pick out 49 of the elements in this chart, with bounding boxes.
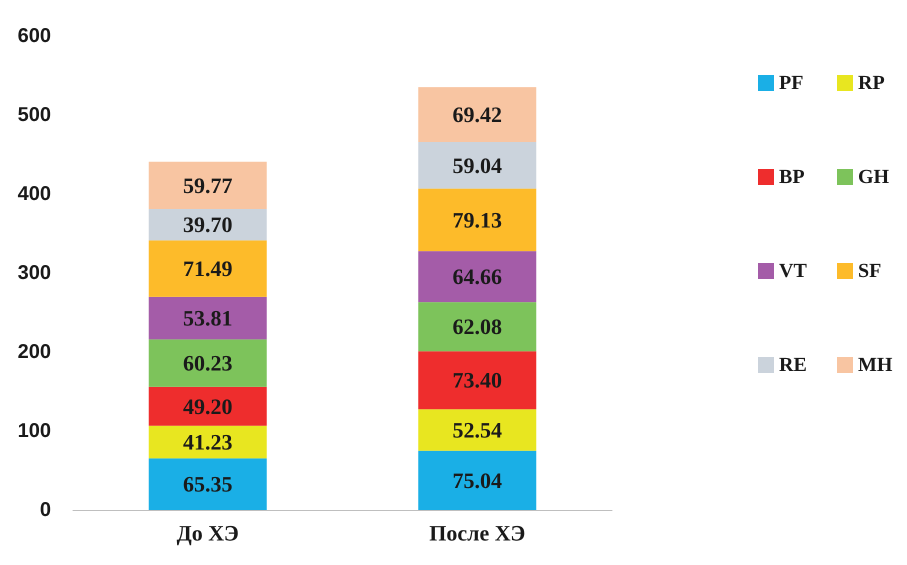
legend-label: BP (779, 166, 805, 188)
data-label: 60.23 (183, 350, 232, 376)
y-tick-label: 300 (18, 262, 51, 284)
data-label: 69.42 (452, 102, 502, 128)
legend-label: PF (779, 72, 804, 94)
x-tick-label: После ХЭ (429, 520, 526, 546)
bar (148, 426, 267, 458)
data-label: 65.35 (183, 472, 232, 497)
data-label: 64.66 (452, 264, 502, 290)
data-label: 75.04 (452, 468, 502, 493)
bar (418, 142, 536, 189)
bar (418, 450, 536, 510)
legend-label: SF (858, 260, 882, 282)
data-label: 79.13 (452, 207, 502, 232)
bar (148, 162, 267, 209)
y-tick-label: 600 (18, 25, 51, 47)
bar (148, 386, 267, 426)
bar (148, 458, 267, 510)
legend-label: GH (858, 166, 890, 188)
y-tick-label: 500 (18, 104, 51, 126)
data-label: 71.49 (183, 256, 232, 282)
data-label: 49.20 (183, 394, 232, 419)
bar (148, 339, 267, 387)
data-label: 59.04 (452, 152, 502, 178)
data-label: 41.23 (183, 430, 232, 455)
data-label: 39.70 (183, 212, 232, 238)
bar (418, 188, 536, 252)
data-label: 62.08 (452, 314, 502, 340)
bar (148, 296, 267, 340)
legend-label: VT (779, 260, 808, 282)
y-tick-label: 400 (18, 183, 51, 205)
data-label: 59.77 (183, 172, 232, 198)
bar (418, 87, 536, 142)
legend-label: MH (858, 354, 893, 376)
legend-label: RE (779, 354, 807, 376)
bar (148, 209, 267, 240)
x-tick-label: До ХЭ (176, 520, 239, 546)
data-label: 52.54 (452, 417, 502, 442)
legend-label: RP (858, 72, 885, 94)
y-tick-label: 200 (18, 341, 51, 363)
bar (418, 409, 536, 451)
data-label: 53.81 (183, 306, 232, 331)
bar (418, 251, 536, 302)
bar (418, 302, 536, 352)
y-tick-label: 0 (40, 499, 51, 521)
bar (148, 240, 267, 297)
data-label: 73.40 (452, 368, 502, 393)
bar (418, 351, 536, 410)
y-tick-label: 100 (18, 420, 51, 442)
